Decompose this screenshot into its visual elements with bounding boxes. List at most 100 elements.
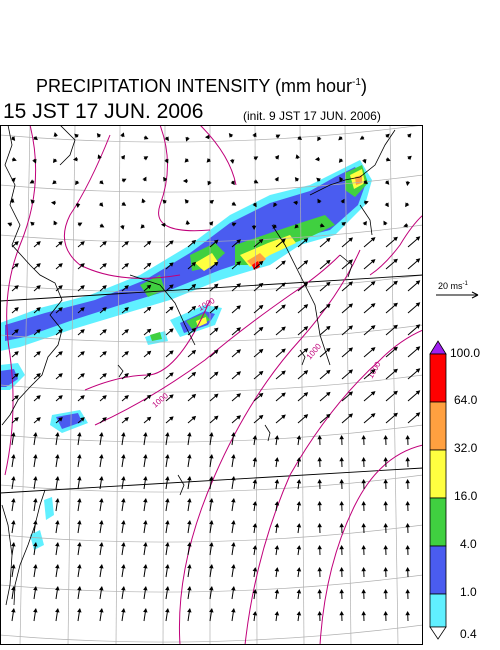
wind-arrow-head [58,395,63,400]
wind-arrow-head [229,159,235,164]
legend-label: 64.0 [454,393,478,407]
wind-arrow-head [146,350,152,356]
wind-arrow-head [124,328,129,334]
wind-arrow-head [55,432,60,437]
wind-arrow-head [184,158,190,163]
wind-arrow-head [231,586,236,591]
wind-arrow-head [77,476,82,481]
wind-arrow-head [14,241,19,246]
wind-arrow-head [33,476,38,481]
wind-arrow-head [121,454,126,459]
wind-arrow-head [55,498,60,503]
wind-arrow-head [11,432,16,437]
wind-arrow-head [163,176,168,182]
wind-arrow-head [361,566,366,572]
wind-arrow-head [415,280,421,285]
wind-arrow-head [294,223,299,229]
wind-arrow-head [187,564,192,569]
wind-arrow-head [361,588,366,594]
wind-arrow-head [316,177,321,183]
wind-arrow-head [383,500,388,506]
legend-under-triangle [429,626,447,640]
wind-arrow-head [36,263,41,268]
wind-arrow-head [169,416,174,421]
wind-arrow-head [143,520,148,525]
wind-arrow-head [77,498,82,503]
wind-arrow-head [14,351,19,356]
wind-arrow-head [143,586,148,591]
wind-arrow-head [33,542,38,547]
wind-arrow-head [121,178,127,183]
wind-arrow-head [33,454,38,459]
wind-arrow-head [317,478,322,484]
wind-arrow-head [386,157,391,162]
wind-arrow-head [55,564,60,569]
wind-arrow-head [303,348,309,353]
wind-arrow-head [253,156,259,161]
wind-arrow-head [164,158,169,164]
wind-arrow-head [405,544,410,550]
wind-arrow-head [204,134,210,140]
wind-arrow-head [165,432,170,437]
wind-arrow-head [272,224,278,229]
wind-arrow-head [348,281,353,286]
wind-arrow-head [55,520,60,525]
legend-label: 16.0 [454,489,478,503]
wind-arrow-head [393,302,398,308]
wind-arrow-head [415,236,421,241]
wind-arrow-head [393,390,398,396]
wind-arrow-head [296,523,302,528]
wind-arrow-head [393,258,398,264]
title-unit-exponent: -1 [352,77,361,88]
wind-arrow-head [405,434,410,440]
wind-arrow-head [77,608,82,613]
wind-arrow-head [370,413,376,418]
wind-arrow-head [339,456,344,462]
wind-arrow-head [53,132,58,137]
wind-arrow-head [102,285,107,290]
wind-arrow-head [362,159,367,164]
wind-arrow-head [209,608,214,613]
wind-arrow-head [80,351,85,356]
wind-arrow-head [296,545,302,550]
wind-arrow-head [208,221,214,226]
wind-arrow-head [348,347,353,352]
wind-arrow-head [231,608,236,613]
wind-arrow-head [102,395,107,400]
wind-arrow-head [33,135,38,141]
wind-arrow-head [405,566,410,572]
wind-arrow-head [146,284,152,290]
wind-arrow-head [33,432,38,437]
wind-arrow-head [339,566,344,572]
wind-arrow-head [191,305,197,311]
wind-arrow-head [231,222,237,227]
wind-arrow-head [281,260,286,265]
wind-arrow-head [209,476,214,481]
wind-arrow-head [258,282,264,288]
wind-arrow-head [281,414,286,419]
wind-arrow-head [252,611,258,616]
wind-arrow-head [124,240,129,246]
wind-arrow-head [162,199,167,205]
wind-arrow-head [393,324,398,330]
wind-arrow-head [121,432,126,437]
wind-arrow-head [75,180,80,186]
wind-arrow-head [370,259,376,264]
wind-arrow-head [393,236,398,242]
wind-arrow-head [11,177,16,183]
wind-arrow-head [7,222,13,227]
wind-arrow-head [362,220,367,226]
wind-arrow-head [80,307,85,312]
wind-arrow-head [361,434,366,440]
wind-arrow-head [80,241,85,246]
wind-arrow-head [273,202,278,208]
wind-arrow-head [11,454,16,459]
wind-arrow-head [102,373,107,378]
wind-arrow-head [383,434,388,440]
legend-band-64-100 [429,353,447,403]
wind-arrow-head [72,156,78,162]
wind-arrow-head [55,454,60,459]
wind-arrow-head [165,564,170,569]
wind-arrow-head [348,391,353,396]
wind-arrow-head [121,586,126,591]
